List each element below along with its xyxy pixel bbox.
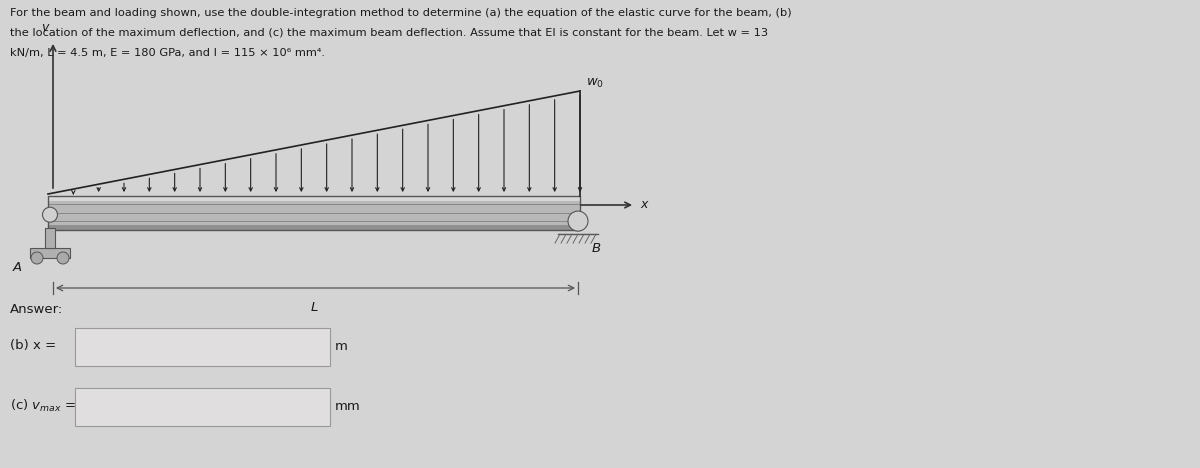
Bar [48, 225, 580, 230]
Circle shape [56, 252, 68, 264]
Text: (c) $v_{max}$ =: (c) $v_{max}$ = [10, 398, 76, 414]
Circle shape [42, 207, 58, 222]
Text: (b) x =: (b) x = [10, 339, 56, 352]
FancyBboxPatch shape [74, 388, 330, 426]
Bar [30, 248, 70, 258]
Bar [48, 201, 580, 225]
Bar [46, 228, 55, 248]
Bar [48, 196, 580, 230]
Bar [48, 196, 580, 201]
Text: m: m [335, 339, 348, 352]
Text: L: L [311, 301, 318, 314]
Text: v: v [41, 21, 49, 34]
Text: A: A [13, 261, 22, 274]
Text: $w_0$: $w_0$ [586, 76, 604, 89]
Text: Answer:: Answer: [10, 303, 64, 316]
Text: x: x [640, 198, 647, 212]
Text: For the beam and loading shown, use the double-integration method to determine (: For the beam and loading shown, use the … [10, 8, 792, 18]
Text: B: B [592, 242, 601, 255]
Circle shape [31, 252, 43, 264]
Text: kN/m, L = 4.5 m, E = 180 GPa, and I = 115 × 10⁶ mm⁴.: kN/m, L = 4.5 m, E = 180 GPa, and I = 11… [10, 48, 325, 58]
Text: the location of the maximum deflection, and (c) the maximum beam deflection. Ass: the location of the maximum deflection, … [10, 28, 768, 38]
FancyBboxPatch shape [74, 328, 330, 366]
Text: mm: mm [335, 400, 361, 412]
Circle shape [568, 211, 588, 231]
